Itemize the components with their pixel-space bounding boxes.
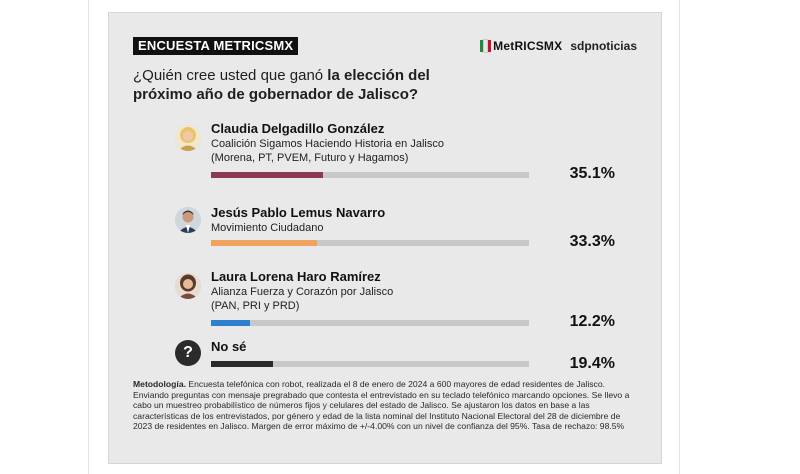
candidate-row: Laura Lorena Haro Ramírez Alianza Fuerza… [175, 269, 615, 330]
question-lead: ¿Quién cree usted que ganó [133, 67, 328, 84]
percentage-label: 35.1% [569, 165, 615, 182]
candidate-parties: (PAN, PRI y PRD) [211, 300, 300, 312]
candidate-coalition: Coalición Sigamos Haciendo Historia en J… [211, 138, 444, 150]
bar-track [211, 240, 529, 246]
candidate-name: Claudia Delgadillo González [211, 121, 385, 136]
bar-no-se [211, 361, 273, 367]
candidate-coalition: Alianza Fuerza y Corazón por Jalisco [211, 286, 394, 298]
candidate-row: Jesús Pablo Lemus Navarro Movimiento Ciu… [175, 205, 615, 250]
percentage-label: 33.3% [569, 233, 615, 250]
question-mark-icon: ? [175, 340, 201, 366]
bar-lorena-haro [211, 320, 250, 326]
bar-track [211, 172, 529, 178]
question-emphasis: la elección del próximo año de gobernado… [133, 67, 430, 103]
man-portrait-icon [175, 207, 201, 233]
bar-pablo-lemus [211, 240, 317, 246]
poll-card: ENCUESTA METRICSMX MetRICSMX sdpnoticias… [108, 12, 662, 464]
methodology-note: Metodología. Encuesta telefónica con rob… [133, 379, 633, 432]
candidate-row: ? No sé 19.4% [175, 339, 615, 373]
candidate-row: Claudia Delgadillo González Coalición Si… [175, 121, 615, 182]
candidate-name: Laura Lorena Haro Ramírez [211, 269, 381, 284]
survey-tag: ENCUESTA METRICSMX [133, 37, 299, 55]
metrics-bars-icon [480, 39, 492, 53]
bar-track [211, 320, 529, 326]
percentage-label: 12.2% [569, 313, 615, 330]
methodology-text: Encuesta telefónica con robot, realizada… [133, 379, 630, 432]
candidate-party: Movimiento Ciudadano [211, 222, 324, 234]
candidate-name: Jesús Pablo Lemus Navarro [211, 205, 386, 220]
brand-logos: MetRICSMX sdpnoticias [480, 37, 637, 55]
woman-portrait-icon [175, 273, 201, 299]
metrics-logo: MetRICSMX [480, 39, 562, 53]
sdpnoticias-logo: sdpnoticias [570, 39, 637, 53]
bar-claudia-delgadillo [211, 172, 323, 178]
methodology-label: Metodología. [133, 379, 186, 389]
metrics-logo-text: MetRICSMX [493, 39, 563, 53]
bar-track [211, 361, 529, 367]
question: ¿Quién cree usted que ganó la elección d… [133, 66, 453, 104]
percentage-label: 19.4% [569, 355, 615, 372]
candidate-name: No sé [211, 339, 247, 354]
candidate-parties: (Morena, PT, PVEM, Futuro y Hagamos) [211, 152, 409, 164]
woman-portrait-icon [175, 125, 201, 151]
